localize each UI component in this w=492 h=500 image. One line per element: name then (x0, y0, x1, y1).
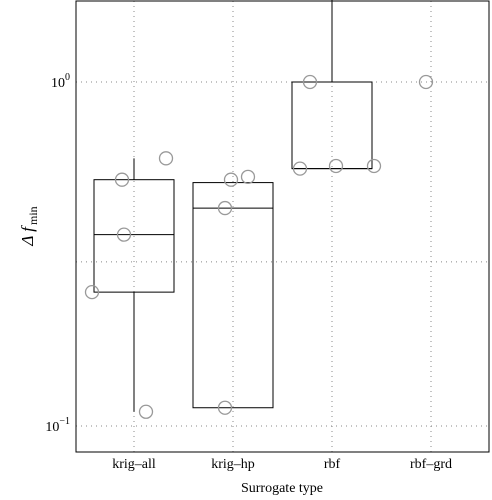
y-tick-label: 100 (51, 72, 70, 91)
y-tick-exponent: 0 (65, 72, 70, 83)
y-tick-label: 10−1 (45, 416, 70, 435)
x-tick-label: rbf (324, 457, 341, 472)
data-point (366, 158, 382, 174)
box-1 (192, 182, 274, 409)
grid-lines (76, 1, 489, 452)
box-rect (291, 81, 373, 170)
x-tick-label: krig–hp (211, 457, 255, 472)
data-point (292, 161, 308, 176)
x-tick-labels: krig–all krig–hp rbf rbf–grd (112, 457, 452, 472)
data-points (84, 74, 434, 419)
y-tick-base: 10 (51, 76, 65, 91)
box-0 (93, 158, 175, 412)
y-axis-title-main: Δ f (18, 225, 37, 247)
data-point (158, 151, 174, 166)
data-point (217, 400, 233, 415)
x-tick-label: krig–all (112, 457, 156, 472)
boxes (93, 0, 373, 412)
box-rect (93, 179, 175, 293)
data-point (418, 74, 434, 90)
data-point (84, 284, 100, 300)
y-axis-title: Δ fmin (18, 206, 40, 246)
y-tick-base: 10 (45, 420, 59, 435)
box-rect (192, 182, 274, 409)
data-point (116, 227, 132, 242)
box-2 (291, 0, 373, 170)
data-point (223, 172, 239, 187)
x-tick-label: rbf–grd (410, 457, 452, 472)
data-point (114, 172, 130, 187)
data-point (217, 200, 233, 216)
y-tick-labels: 10−1100101 (45, 72, 70, 435)
x-axis-title: Surrogate type (241, 481, 323, 496)
y-axis-title-sub: min (26, 206, 40, 225)
plot-frame (75, 0, 490, 453)
data-point (302, 74, 318, 90)
data-point (138, 404, 154, 419)
data-point (240, 169, 256, 184)
y-tick-exponent: −1 (59, 416, 70, 427)
data-point (328, 158, 344, 174)
